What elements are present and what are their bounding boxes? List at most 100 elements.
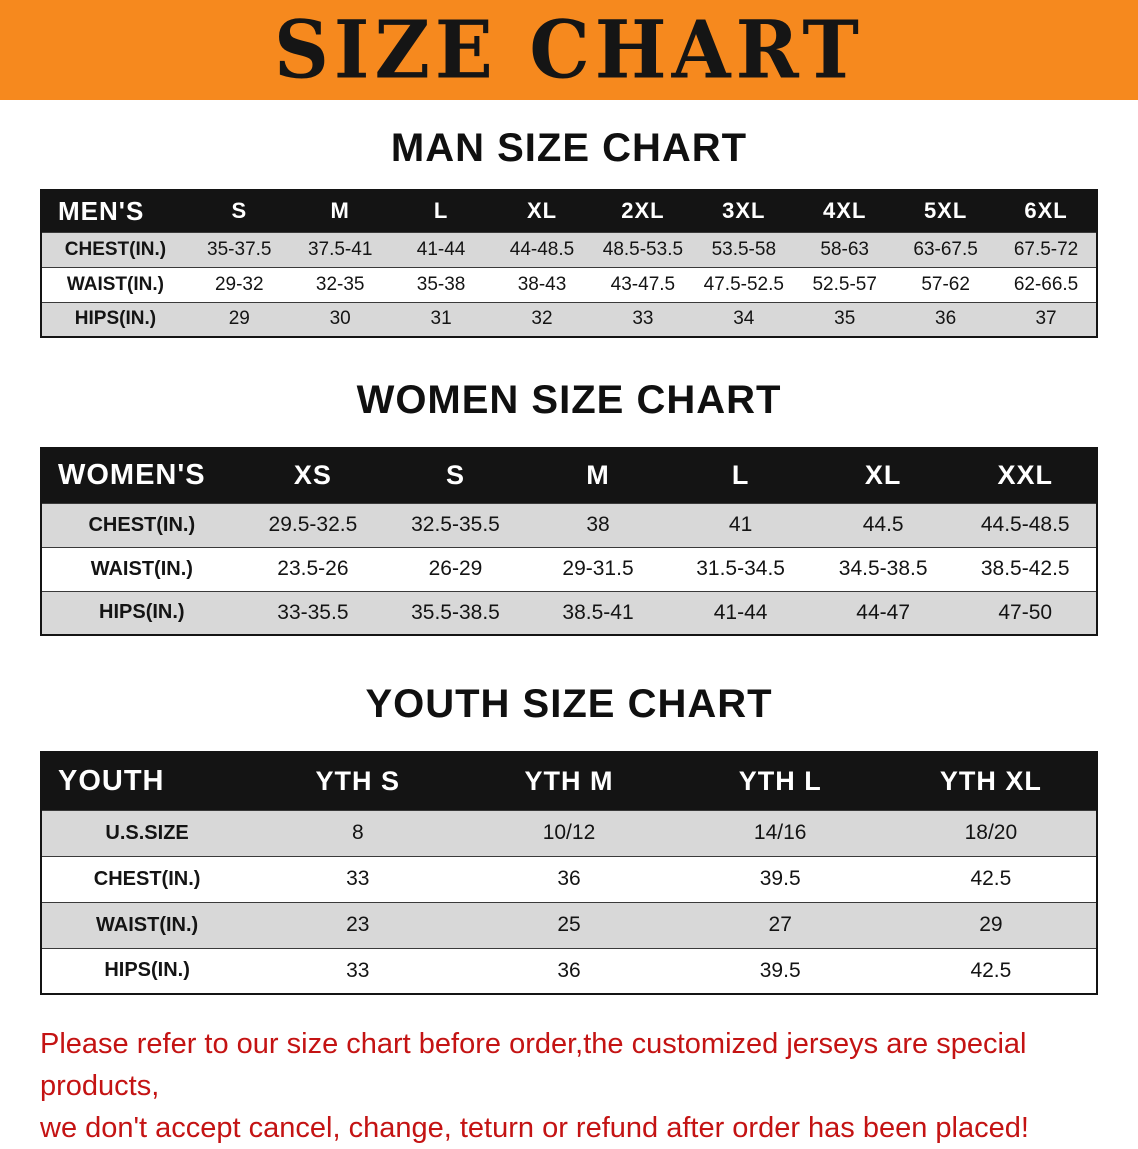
- data-cell: 29-31.5: [526, 546, 670, 591]
- data-cell: 10/12: [463, 809, 675, 856]
- data-cell: 26-29: [384, 546, 527, 591]
- data-cell: 62-66.5: [996, 266, 1097, 302]
- data-cell: 31.5-34.5: [669, 546, 812, 591]
- data-cell: 52.5-57: [794, 266, 896, 302]
- data-cell: 44-48.5: [491, 231, 593, 267]
- men-size-table: MEN'S S M L XL 2XL 3XL 4XL 5XL 6XL CHEST(IN.) 35-37…: [40, 189, 1098, 338]
- data-cell: 38.5-41: [526, 590, 670, 635]
- data-cell: 47-50: [954, 590, 1097, 635]
- data-cell: 33: [252, 947, 464, 994]
- data-cell: 27: [674, 901, 886, 948]
- women-size-section: WOMEN SIZE CHART WOMEN'S XS S M L XL XXL CHEST(…: [0, 378, 1138, 636]
- row-label-cell: HIPS(IN.): [41, 947, 253, 994]
- table-title-cell: MEN'S: [58, 195, 145, 226]
- data-cell: 33: [252, 855, 464, 902]
- data-cell: 41: [669, 502, 812, 547]
- table-row: WAIST(IN.) 23.5-26 26-29 29-31.5 31.5-34.5 34…: [41, 546, 1097, 591]
- row-label-cell: HIPS(IN.): [41, 301, 189, 337]
- row-label-cell: WAIST(IN.): [41, 546, 242, 591]
- table-header-row: MEN'S S M L XL 2XL 3XL 4XL 5XL 6XL: [41, 190, 1097, 232]
- row-label-cell: CHEST(IN.): [41, 855, 253, 902]
- data-cell: 58-63: [794, 231, 896, 267]
- size-header-cell: XL: [526, 198, 558, 224]
- data-cell: 44.5-48.5: [954, 502, 1097, 547]
- data-cell: 67.5-72: [996, 231, 1097, 267]
- table-header-row: YOUTH YTH S YTH M YTH L YTH XL: [41, 752, 1097, 810]
- row-label-cell: U.S.SIZE: [41, 809, 253, 856]
- disclaimer: Please refer to our size chart before or…: [40, 1023, 1098, 1149]
- youth-size-table: YOUTH YTH S YTH M YTH L YTH XL U.S.SIZE 8 10/12…: [40, 751, 1098, 995]
- data-cell: 43-47.5: [592, 266, 694, 302]
- data-cell: 25: [463, 901, 675, 948]
- data-cell: 35-37.5: [188, 231, 290, 267]
- data-cell: 41-44: [669, 590, 812, 635]
- data-cell: 31: [390, 301, 492, 337]
- data-cell: 44-47: [811, 590, 955, 635]
- row-label-cell: CHEST(IN.): [41, 231, 189, 267]
- women-size-table: WOMEN'S XS S M L XL XXL CHEST(IN.) 29.5-32.5 32.5…: [40, 447, 1098, 636]
- size-header-cell: YTH XL: [939, 765, 1042, 796]
- data-cell: 33: [592, 301, 694, 337]
- table-row: CHEST(IN.) 33 36 39.5 42.5: [41, 855, 1097, 902]
- size-header-cell: M: [330, 198, 350, 224]
- youth-size-section: YOUTH SIZE CHART YOUTH YTH S YTH M YTH L YTH…: [0, 682, 1138, 995]
- disclaimer-line-2: we don't accept cancel, change, teturn o…: [40, 1112, 1029, 1145]
- data-cell: 29-32: [188, 266, 290, 302]
- data-cell: 63-67.5: [895, 231, 997, 267]
- row-label-cell: WAIST(IN.): [41, 266, 189, 302]
- data-cell: 32.5-35.5: [384, 502, 527, 547]
- row-label-cell: WAIST(IN.): [41, 901, 253, 948]
- data-cell: 29.5-32.5: [241, 502, 385, 547]
- data-cell: 32-35: [289, 266, 391, 302]
- table-title-cell: WOMEN'S: [58, 459, 206, 492]
- data-cell: 34.5-38.5: [811, 546, 955, 591]
- size-header-cell: XXL: [997, 460, 1053, 491]
- women-section-heading: WOMEN SIZE CHART: [356, 378, 782, 422]
- size-header-cell: 3XL: [722, 198, 766, 224]
- size-header-cell: YTH M: [524, 765, 614, 796]
- data-cell: 57-62: [895, 266, 997, 302]
- data-cell: 23.5-26: [241, 546, 385, 591]
- banner: SIZE CHART: [0, 0, 1138, 100]
- table-title-cell: YOUTH: [58, 764, 165, 797]
- table-row: HIPS(IN.) 29 30 31 32 33 34 35 36 37: [41, 301, 1097, 337]
- data-cell: 29: [885, 901, 1097, 948]
- size-header-cell: 4XL: [823, 198, 867, 224]
- data-cell: 8: [252, 809, 464, 856]
- data-cell: 30: [289, 301, 391, 337]
- data-cell: 38: [526, 502, 670, 547]
- table-row: HIPS(IN.) 33-35.5 35.5-38.5 38.5-41 41-44 44-…: [41, 590, 1097, 635]
- data-cell: 33-35.5: [241, 590, 385, 635]
- data-cell: 14/16: [674, 809, 886, 856]
- data-cell: 35: [794, 301, 896, 337]
- row-label-cell: HIPS(IN.): [41, 590, 242, 635]
- data-cell: 37.5-41: [289, 231, 391, 267]
- data-cell: 53.5-58: [693, 231, 795, 267]
- data-cell: 35.5-38.5: [384, 590, 527, 635]
- data-cell: 42.5: [885, 855, 1097, 902]
- size-header-cell: L: [433, 198, 449, 224]
- row-label-cell: CHEST(IN.): [41, 502, 242, 547]
- data-cell: 38.5-42.5: [954, 546, 1097, 591]
- data-cell: 41-44: [390, 231, 492, 267]
- men-size-section: MAN SIZE CHART MEN'S S M L XL 2XL 3XL 4XL 5XL 6XL…: [0, 126, 1138, 338]
- size-header-cell: YTH S: [315, 765, 401, 796]
- data-cell: 44.5: [811, 502, 955, 547]
- data-cell: 47.5-52.5: [693, 266, 795, 302]
- data-cell: 48.5-53.5: [592, 231, 694, 267]
- data-cell: 32: [491, 301, 593, 337]
- page-title: SIZE CHART: [274, 2, 864, 97]
- size-header-cell: 2XL: [621, 198, 665, 224]
- data-cell: 38-43: [491, 266, 593, 302]
- size-header-cell: L: [731, 460, 750, 491]
- table-row: CHEST(IN.) 35-37.5 37.5-41 41-44 44-48.5 48.5…: [41, 231, 1097, 267]
- size-header-cell: 5XL: [923, 198, 968, 224]
- table-row: CHEST(IN.) 29.5-32.5 32.5-35.5 38 41 44.5 44.5…: [41, 502, 1097, 547]
- data-cell: 18/20: [885, 809, 1097, 856]
- data-cell: 36: [895, 301, 997, 337]
- data-cell: 29: [188, 301, 290, 337]
- data-cell: 36: [463, 855, 675, 902]
- youth-section-heading: YOUTH SIZE CHART: [365, 682, 773, 726]
- data-cell: 39.5: [674, 947, 886, 994]
